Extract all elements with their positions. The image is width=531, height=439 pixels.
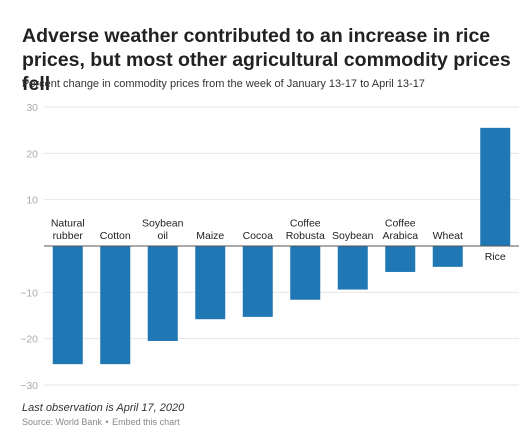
y-tick-label: 10 [26,195,38,207]
chart-title: Adverse weather contributed to an increa… [22,25,511,95]
source-separator: • [105,417,109,427]
bar[interactable] [480,127,511,246]
bar[interactable] [337,246,368,290]
y-axis-ticks: −30 −20 −10 10 20 30 [20,102,38,392]
category-label: Maize [196,230,224,242]
embed-chart-link[interactable]: Embed this chart [112,417,180,427]
category-label: Natural rubber [51,218,85,243]
bar[interactable] [290,246,321,300]
bar[interactable] [432,246,463,267]
y-tick-label: 30 [26,102,38,114]
y-tick-label: −10 [20,287,38,299]
source-line: Source: World Bank • Embed this chart [22,417,180,427]
bar[interactable] [52,246,83,365]
bar[interactable] [242,246,273,317]
category-label: Coffee Robusta [286,218,325,243]
chart-subtitle: Percent change in commodity prices from … [22,78,425,90]
category-label: Cotton [100,230,131,242]
source-text: Source: World Bank [22,417,102,427]
category-label: Rice [485,251,506,263]
category-label: Soybean [332,230,374,242]
category-label: Coffee Arabica [382,218,418,243]
category-label: Cocoa [243,230,274,242]
bar[interactable] [385,246,416,272]
bars [52,127,511,365]
bar[interactable] [100,246,131,365]
bar[interactable] [195,246,226,320]
last-observation-note: Last observation is April 17, 2020 [22,402,185,414]
y-tick-label: 20 [26,148,38,160]
bar[interactable] [147,246,178,341]
category-label: Wheat [433,230,463,242]
y-tick-label: −20 [20,334,38,346]
category-label: Soybean oil [142,218,184,243]
category-labels: Natural rubber Cotton Soybean oil Maize Cocoa C… [51,218,506,264]
y-tick-label: −30 [20,380,38,392]
